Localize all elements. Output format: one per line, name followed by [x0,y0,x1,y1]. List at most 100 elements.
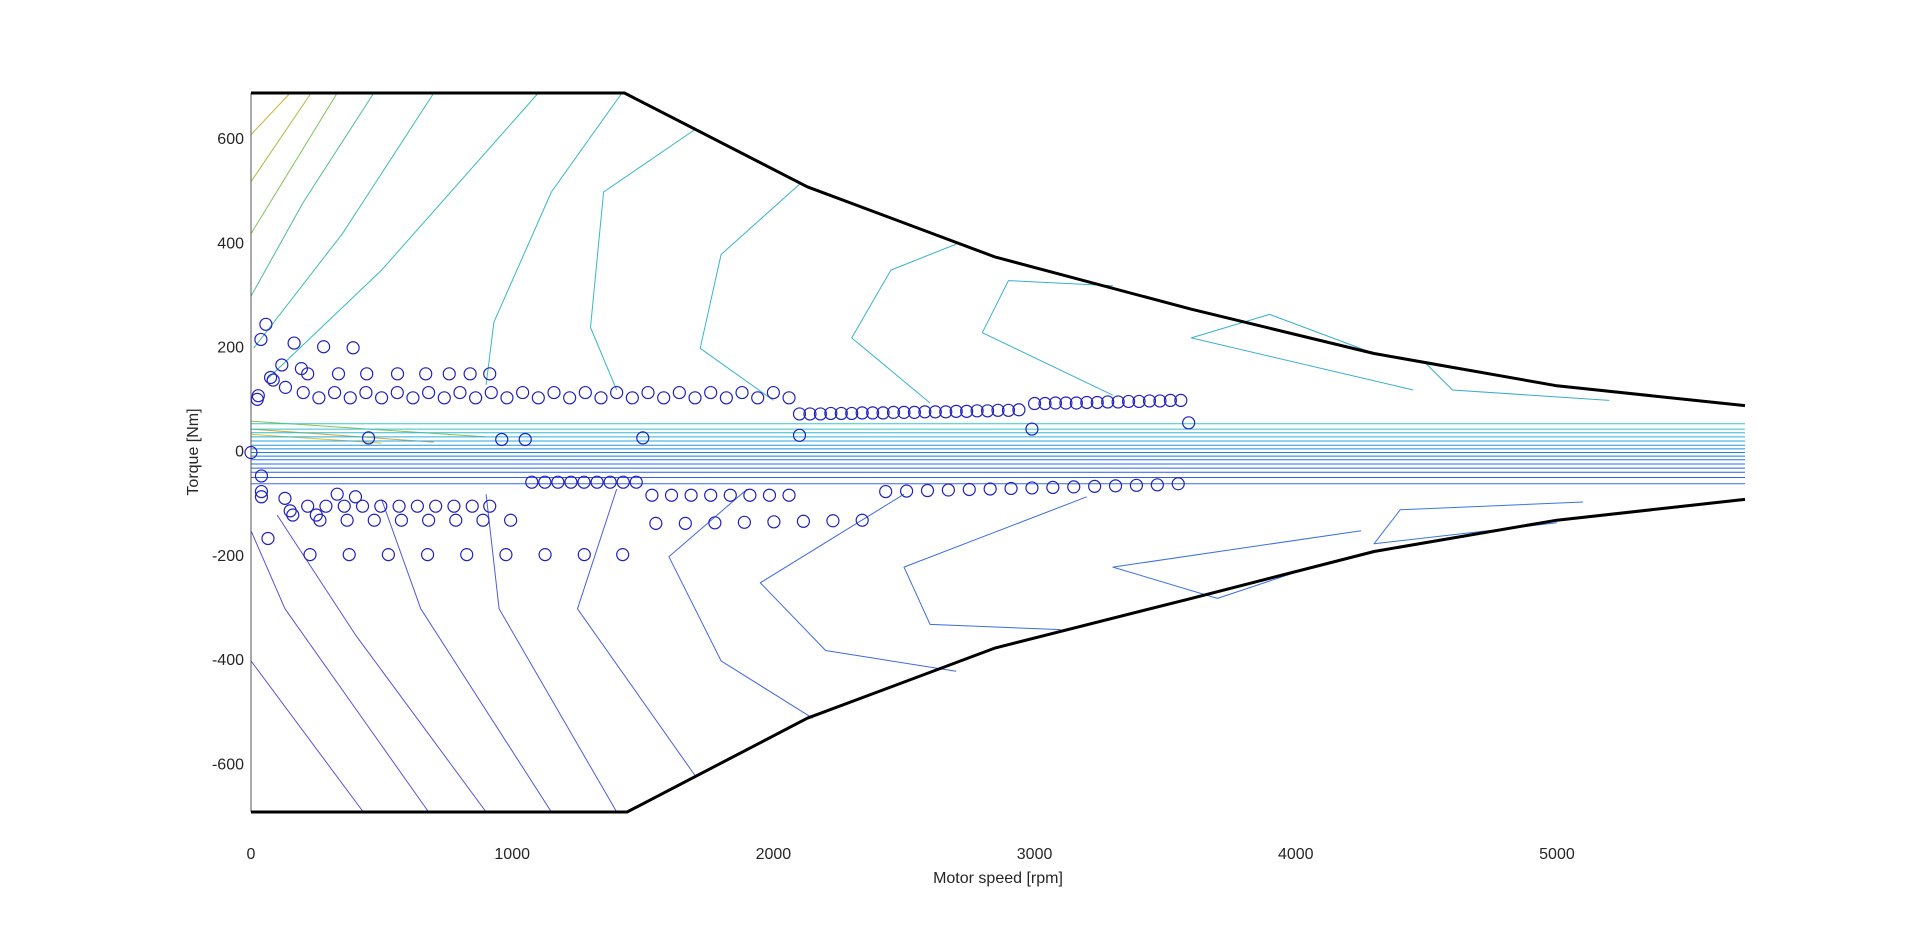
operating-point [792,407,807,421]
operating-point [422,513,436,527]
operating-point [484,385,498,400]
contour-line [250,92,312,182]
operating-point [483,367,497,381]
operating-point [476,513,490,527]
operating-point [518,432,532,447]
operating-point [1069,396,1083,410]
operating-point [263,370,278,385]
operating-point [538,548,552,562]
operating-point [1012,403,1026,417]
operating-point [649,516,663,530]
operating-point [719,391,733,405]
operating-point [374,499,388,513]
operating-point [1132,394,1146,409]
operating-point [767,515,781,529]
operating-point [610,385,624,400]
operating-point [590,475,604,489]
operating-point [1163,393,1177,407]
operating-point [563,391,577,405]
operating-point [410,499,424,513]
contour-line [485,92,623,385]
x-tick-label: 4000 [1278,846,1314,863]
operating-point [465,499,479,513]
operating-point [1153,394,1167,408]
operating-point [551,475,565,489]
operating-point [1090,395,1104,410]
contour-line [577,488,696,776]
operating-point [547,385,561,400]
operating-point [939,405,953,419]
contour-line [250,433,382,444]
contour-line [250,660,364,813]
contour-line [253,92,435,349]
operating-point [918,405,932,419]
operating-point [525,475,539,489]
operating-point [641,385,655,400]
operating-point [278,380,293,394]
operating-point [1025,481,1039,495]
operating-point [645,488,659,502]
operating-point [303,548,317,562]
operating-point [577,548,591,562]
operating-point [538,475,552,489]
operating-point [460,548,474,562]
operating-point [629,475,643,489]
operating-point [250,392,264,406]
operating-point [278,491,292,505]
operating-point [309,508,323,522]
operating-point [275,358,289,372]
operating-point [594,391,608,405]
operating-point [254,490,269,504]
operating-point [704,385,718,400]
operating-point [766,385,780,400]
contour-line [668,488,813,719]
operating-point [381,548,395,562]
operating-point [657,391,671,405]
operating-point [312,391,326,405]
operating-point [616,548,630,562]
operating-point [1027,396,1042,411]
operating-point [1150,478,1164,492]
operating-point [813,407,827,421]
operating-point [442,367,456,381]
operating-point [294,362,309,376]
contour-line [759,493,957,672]
operating-point [254,469,269,483]
operating-point [723,488,737,502]
operating-point [1080,395,1094,410]
operating-point [495,432,509,447]
operating-point [735,385,749,400]
operating-point [792,428,807,442]
y-axis-label: Torque [Nm] [185,408,202,495]
operating-point [678,516,692,530]
contour-line [266,92,539,380]
operating-point [664,488,679,502]
operating-point [603,475,617,489]
operating-point [343,391,357,405]
operating-point [928,405,942,419]
operating-point [483,499,497,513]
operating-point [1111,395,1125,409]
operating-point [531,391,545,405]
y-tick-label: 200 [217,340,244,357]
operating-point [327,385,342,400]
contour-line [381,499,552,813]
operating-point [949,404,963,418]
operating-point [1182,416,1196,430]
contour-line [250,428,434,443]
contour-line [699,183,800,401]
operating-point [1101,395,1115,409]
operating-point [319,499,333,513]
operating-point [907,405,922,419]
operating-point [449,513,463,527]
contour-line [250,92,338,234]
operating-point [737,515,751,529]
operating-point [244,445,258,460]
contour-line [250,92,375,297]
operating-point [259,317,273,331]
operating-point [1129,478,1144,492]
operating-point [469,391,483,405]
x-tick-label: 5000 [1539,846,1575,863]
operating-point [1059,396,1073,410]
operating-point [359,385,373,400]
